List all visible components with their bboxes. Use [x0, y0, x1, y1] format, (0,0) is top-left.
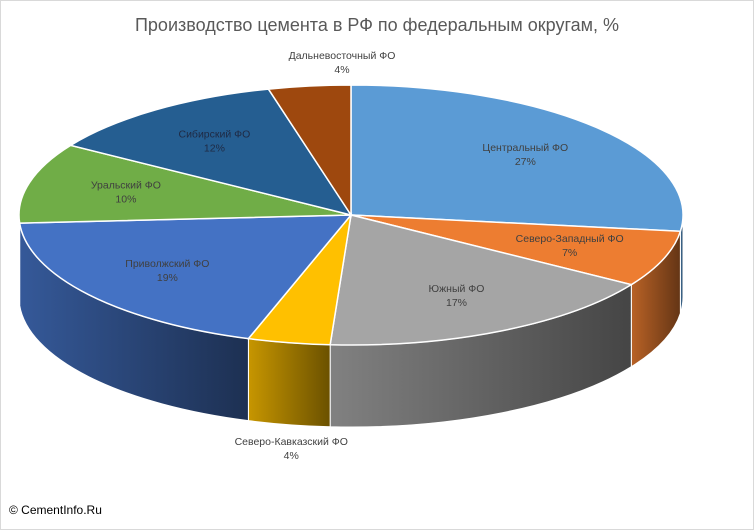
pie-slice-side — [247, 338, 331, 428]
slice-category-label: Центральный ФО — [482, 142, 568, 154]
slice-category-label: Северо-Кавказский ФО — [235, 436, 348, 448]
pie-slice — [18, 144, 352, 224]
pie-slice — [68, 88, 353, 217]
slice-value-label: 19% — [157, 272, 178, 284]
pie-top-faces — [18, 84, 684, 346]
pie-slice — [350, 214, 682, 286]
slice-value-label: 12% — [204, 142, 225, 154]
slice-value-label: 10% — [115, 193, 136, 205]
slice-category-label: Северо-Западный ФО — [516, 233, 624, 245]
slice-value-label: 7% — [562, 247, 577, 259]
slice-value-label: 17% — [446, 297, 467, 309]
pie-slice-side — [18, 214, 21, 306]
slice-value-label: 4% — [284, 450, 299, 462]
slice-category-label: Южный ФО — [429, 283, 485, 295]
pie-labels: Центральный ФО 27% Северо-Западный ФО 7% Южн… — [91, 50, 624, 462]
pie-slice — [350, 84, 684, 233]
slice-category-label: Уральский ФО — [91, 179, 161, 191]
slice-value-label: 4% — [334, 64, 349, 76]
slice-category-label: Приволжский ФО — [125, 258, 209, 270]
slice-category-label: Сибирский ФО — [178, 128, 250, 140]
pie-slice — [267, 84, 352, 218]
chart-title: Производство цемента в РФ по федеральным… — [134, 15, 620, 35]
copyright-text: © CementInfo.Ru — [9, 503, 102, 517]
pie-slice — [329, 214, 634, 346]
slice-category-label: Дальневосточный ФО — [289, 50, 396, 62]
pie-slice — [18, 214, 353, 340]
slice-value-label: 27% — [515, 156, 536, 168]
